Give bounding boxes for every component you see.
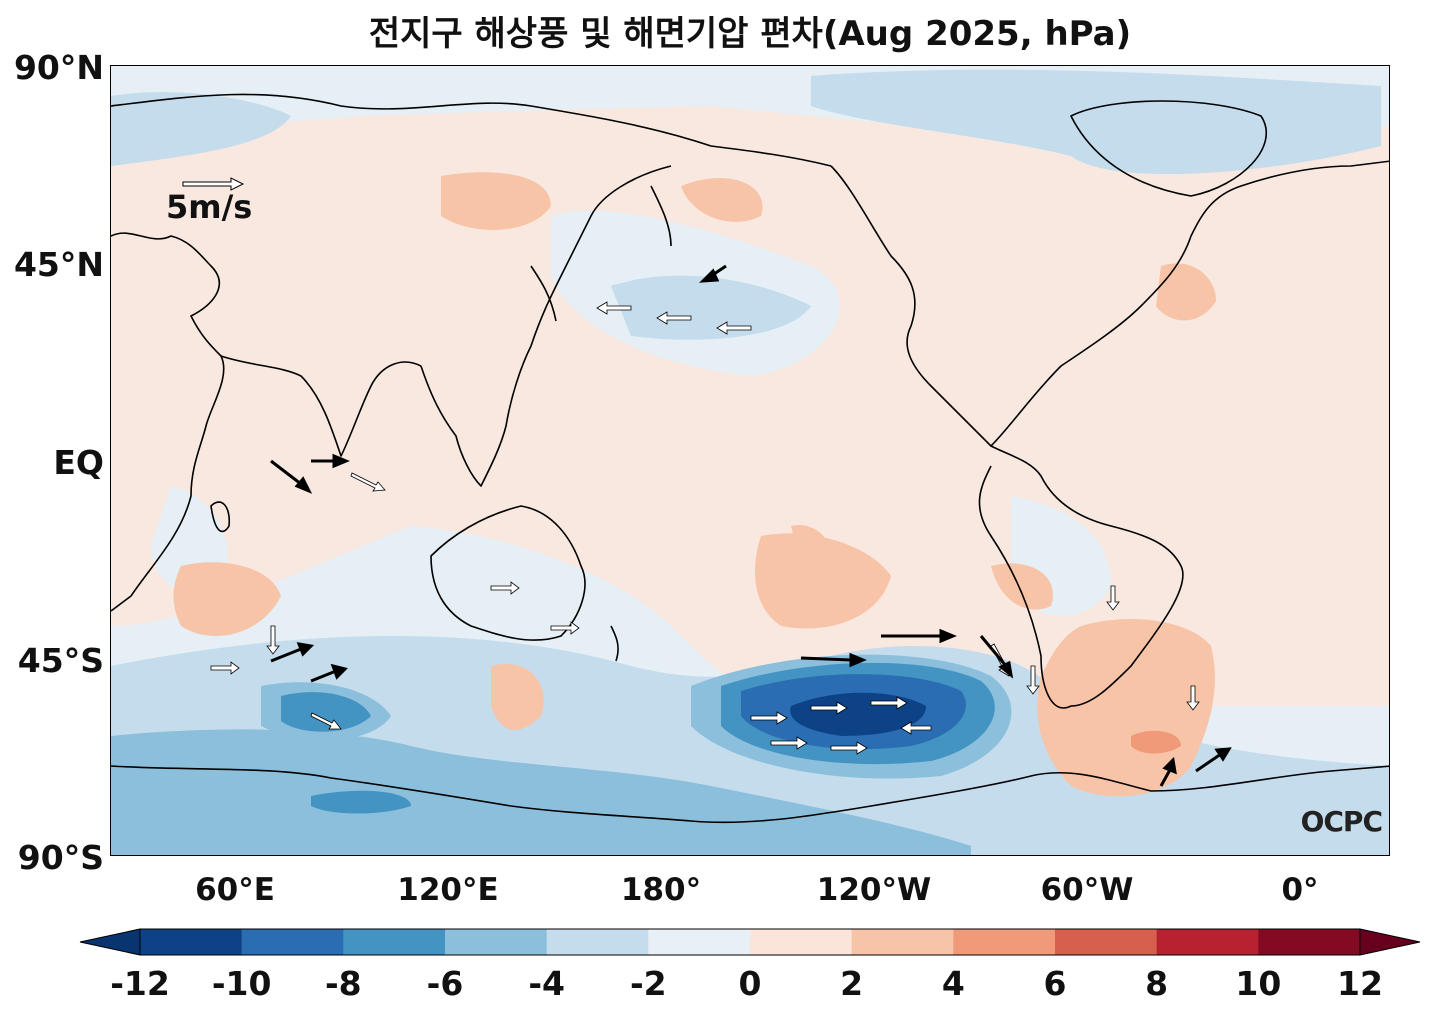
colorbar-segment xyxy=(343,929,446,955)
colorbar-tick-label: -10 xyxy=(211,964,272,1003)
colorbar-tick-label: -8 xyxy=(324,964,362,1003)
colorbar-tick-label: -12 xyxy=(110,964,170,1003)
map-title: 전지구 해상풍 및 해면기압 편차(Aug 2025, hPa) xyxy=(368,14,1132,54)
colorbar-extend-low xyxy=(79,928,141,956)
colorbar-tick-label: 6 xyxy=(1043,964,1067,1003)
wind-vectors xyxy=(210,301,1200,755)
colorbar-segment xyxy=(953,929,1056,955)
reference-vector-label: 5m/s xyxy=(166,188,253,226)
colorbar-segment xyxy=(1258,929,1361,955)
lon-label-120e: 120°E xyxy=(397,872,499,908)
anomaly-fill-positive-2 xyxy=(1131,730,1181,754)
colorbar-segment xyxy=(241,929,344,955)
lon-label-180: 180° xyxy=(620,872,702,908)
colorbar-tick-label: 8 xyxy=(1145,964,1169,1003)
lat-label-90n: 90°N xyxy=(13,48,104,87)
coastlines xyxy=(111,93,1389,824)
colorbar-frame xyxy=(139,928,1361,956)
lat-label-90s: 90°S xyxy=(17,838,104,877)
colorbar-segment xyxy=(648,929,751,955)
colorbar-segment xyxy=(750,929,853,955)
lat-label-eq: EQ xyxy=(53,443,104,482)
map-panel xyxy=(110,65,1390,856)
colorbar-segment xyxy=(851,929,954,955)
wind-vectors-strong xyxy=(270,264,1232,787)
anomaly-fill-positive xyxy=(173,172,1216,797)
colorbar-segment xyxy=(1055,929,1158,955)
colorbar-tick-label: 2 xyxy=(840,964,864,1003)
colorbar-segment xyxy=(445,929,548,955)
lon-label-0: 0° xyxy=(1281,872,1319,908)
map-svg xyxy=(111,66,1389,855)
lat-label-45s: 45°S xyxy=(17,641,104,680)
lon-label-60w: 60°W xyxy=(1040,872,1134,908)
ocpc-logo: OCPC xyxy=(1300,805,1383,838)
colorbar-tick-label: 4 xyxy=(941,964,965,1003)
colorbar-tick-label: 12 xyxy=(1337,964,1383,1003)
reference-wind-vector xyxy=(182,177,245,191)
lon-label-60e: 60°E xyxy=(195,872,275,908)
colorbar-tick-label: 0 xyxy=(738,964,762,1003)
colorbar-tick-label: -6 xyxy=(426,964,464,1003)
colorbar-segment xyxy=(140,929,243,955)
colorbar-extend-high xyxy=(1359,928,1421,956)
colorbar-tick-label: -2 xyxy=(629,964,667,1003)
colorbar xyxy=(79,928,1421,956)
colorbar-tick-label: -4 xyxy=(528,964,565,1003)
lat-label-45n: 45°N xyxy=(13,245,104,284)
colorbar-segment xyxy=(1156,929,1259,955)
colorbar-segment xyxy=(546,929,649,955)
lon-label-120w: 120°W xyxy=(816,872,932,908)
colorbar-tick-label: 10 xyxy=(1235,964,1282,1003)
